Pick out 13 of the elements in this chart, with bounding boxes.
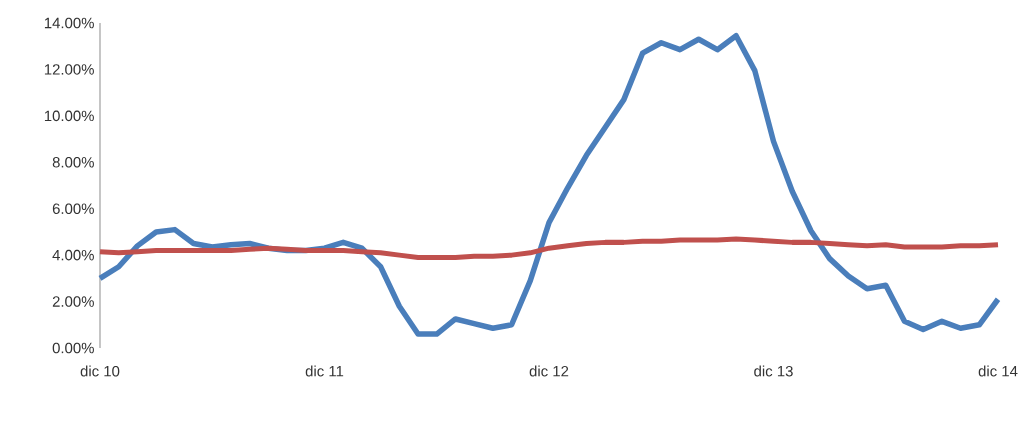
y-tick-label: 2.00% [52,296,94,307]
y-tick-label: 14.00% [44,17,94,29]
y-tick-label: 0.00% [52,342,94,354]
y-tick-label: 8.00% [52,156,94,168]
y-tick-label: 6.00% [52,203,94,214]
x-tick-label: dic 12 [529,365,569,377]
x-tick-label: dic 13 [754,365,793,377]
x-tick-label: dic 14 [978,365,1018,377]
x-tick-label: dic 11 [305,365,344,377]
y-tick-label: 10.00% [44,110,94,122]
x-tick-label: dic 10 [80,365,120,377]
y-tick-label: 12.00% [44,64,94,75]
y-tick-label: 4.00% [52,249,94,261]
